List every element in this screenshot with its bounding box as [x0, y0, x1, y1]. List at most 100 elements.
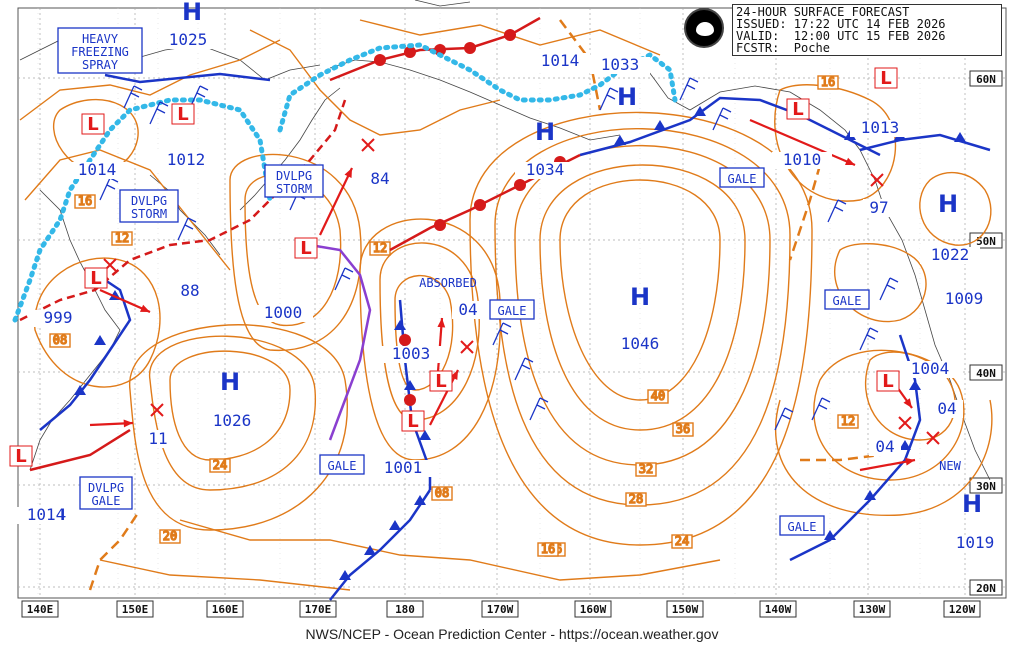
cold-front-barb	[614, 135, 626, 145]
noaa-logo-icon	[684, 8, 724, 48]
arrow-head	[437, 318, 446, 328]
low-letter: L	[90, 268, 101, 289]
trough-sw	[88, 509, 142, 591]
trough-east	[788, 164, 822, 261]
lon-label-text: 160W	[580, 603, 607, 616]
high-pressure-value: 1033	[601, 55, 640, 74]
lat-label-text: 50N	[976, 235, 996, 248]
low-letter: L	[407, 411, 418, 432]
arrow-head	[903, 398, 912, 408]
low-box	[876, 370, 900, 392]
lon-label: 160E	[206, 600, 244, 618]
gale-warning-box-text: GALE	[498, 304, 527, 318]
low-pressure-value: 1003	[392, 344, 431, 363]
wind-barb-icon	[149, 101, 169, 125]
warm-front-pip	[404, 394, 416, 406]
lon-label: 150W	[666, 600, 704, 618]
contour-label-bg	[209, 458, 231, 473]
value-bg	[202, 413, 262, 430]
lon-label-text: 140E	[27, 603, 54, 616]
value-bg	[515, 162, 575, 179]
storm-track-arrow	[429, 369, 459, 426]
warm-front-pip	[374, 54, 386, 66]
value-bg	[590, 57, 650, 74]
wind-barb-icon	[514, 357, 534, 381]
value-bg	[28, 310, 88, 327]
contour-label: 24	[213, 458, 227, 472]
value-bg	[158, 32, 218, 49]
lat-label-text: 20N	[976, 582, 996, 595]
label-bg	[142, 430, 174, 448]
contour-label-bg	[431, 486, 453, 501]
high-pressure-value: 1025	[169, 30, 208, 49]
isobar	[834, 242, 927, 323]
cold-front-barb	[74, 385, 86, 395]
gale-warning-box: GALE	[824, 289, 870, 310]
isobar	[169, 350, 291, 461]
value-bg	[920, 247, 980, 264]
contour-label: 12	[841, 414, 855, 428]
low-box	[874, 67, 898, 89]
header-valid: VALID: 12:00 UTC 15 FEB 2026	[736, 29, 946, 43]
contour-label: 08	[435, 486, 449, 500]
wind-barb-icon	[99, 177, 119, 201]
contour-label: 16	[821, 75, 835, 89]
isobar	[19, 39, 281, 121]
lon-label-text: 140W	[765, 603, 792, 616]
high-pressure-value: 1022	[931, 245, 970, 264]
low-box	[401, 410, 425, 432]
low-pressure-value: 1012	[167, 150, 206, 169]
gale-warning-box-text: GALE	[788, 520, 817, 534]
lon-label: 180	[386, 600, 424, 618]
high-letter: H	[630, 283, 650, 311]
low-pressure-center: 1009	[934, 289, 994, 308]
isobar	[813, 349, 965, 481]
label-bg	[863, 199, 895, 217]
contour-label-bg	[111, 231, 133, 246]
arrow-head	[123, 419, 133, 428]
low-pressure-center: 1010	[772, 150, 832, 169]
contour-label: 36	[676, 422, 690, 436]
label-bg	[869, 438, 901, 456]
value-bg	[945, 535, 1005, 552]
small-center-value: 04	[875, 437, 894, 456]
dvlpg-storm-box-text: DVLPG	[276, 169, 312, 183]
high-pressure-center: H 1025	[158, 0, 218, 49]
lon-label: 140W	[759, 600, 797, 618]
front-nw	[104, 72, 271, 84]
ice-edge-west	[12, 97, 273, 323]
high-pressure-value: 1046	[621, 334, 660, 353]
low-pressure-value: 1010	[783, 150, 822, 169]
warm-front-west	[29, 428, 131, 472]
small-center-value: 88	[180, 281, 199, 300]
low-pressure-value: 1014	[78, 160, 117, 179]
isobar	[539, 164, 746, 431]
isobar	[359, 218, 502, 461]
low-letter: L	[882, 371, 893, 392]
lon-label-text: 150E	[122, 603, 149, 616]
position-marker	[898, 416, 912, 430]
contour-label-bg	[49, 333, 71, 348]
cold-front-barb	[414, 495, 426, 505]
cold-front-ne	[859, 133, 991, 152]
stationary-front	[19, 99, 347, 322]
cold-front-barb	[404, 380, 416, 390]
lon-label-text: 170E	[305, 603, 332, 616]
high-pressure-center: H 1046	[610, 283, 670, 353]
low-pressure-center: 1014	[530, 51, 590, 70]
position-marker	[150, 403, 164, 417]
isobars: 4036322824242016161616121212080808	[19, 19, 993, 591]
cold-front-barb	[899, 440, 911, 450]
wind-barb-icon	[827, 199, 847, 223]
value-bg	[381, 346, 441, 363]
isobar	[149, 335, 316, 491]
label-bg	[30, 506, 62, 524]
low-letter: L	[15, 446, 26, 467]
cold-front-barb	[654, 120, 666, 130]
low-box	[171, 103, 195, 125]
value-bg	[772, 152, 832, 169]
wind-barb-icon	[123, 85, 143, 109]
low-pressure-value: 999	[44, 308, 73, 327]
low-box	[81, 113, 105, 135]
lon-label-text: 170W	[487, 603, 514, 616]
